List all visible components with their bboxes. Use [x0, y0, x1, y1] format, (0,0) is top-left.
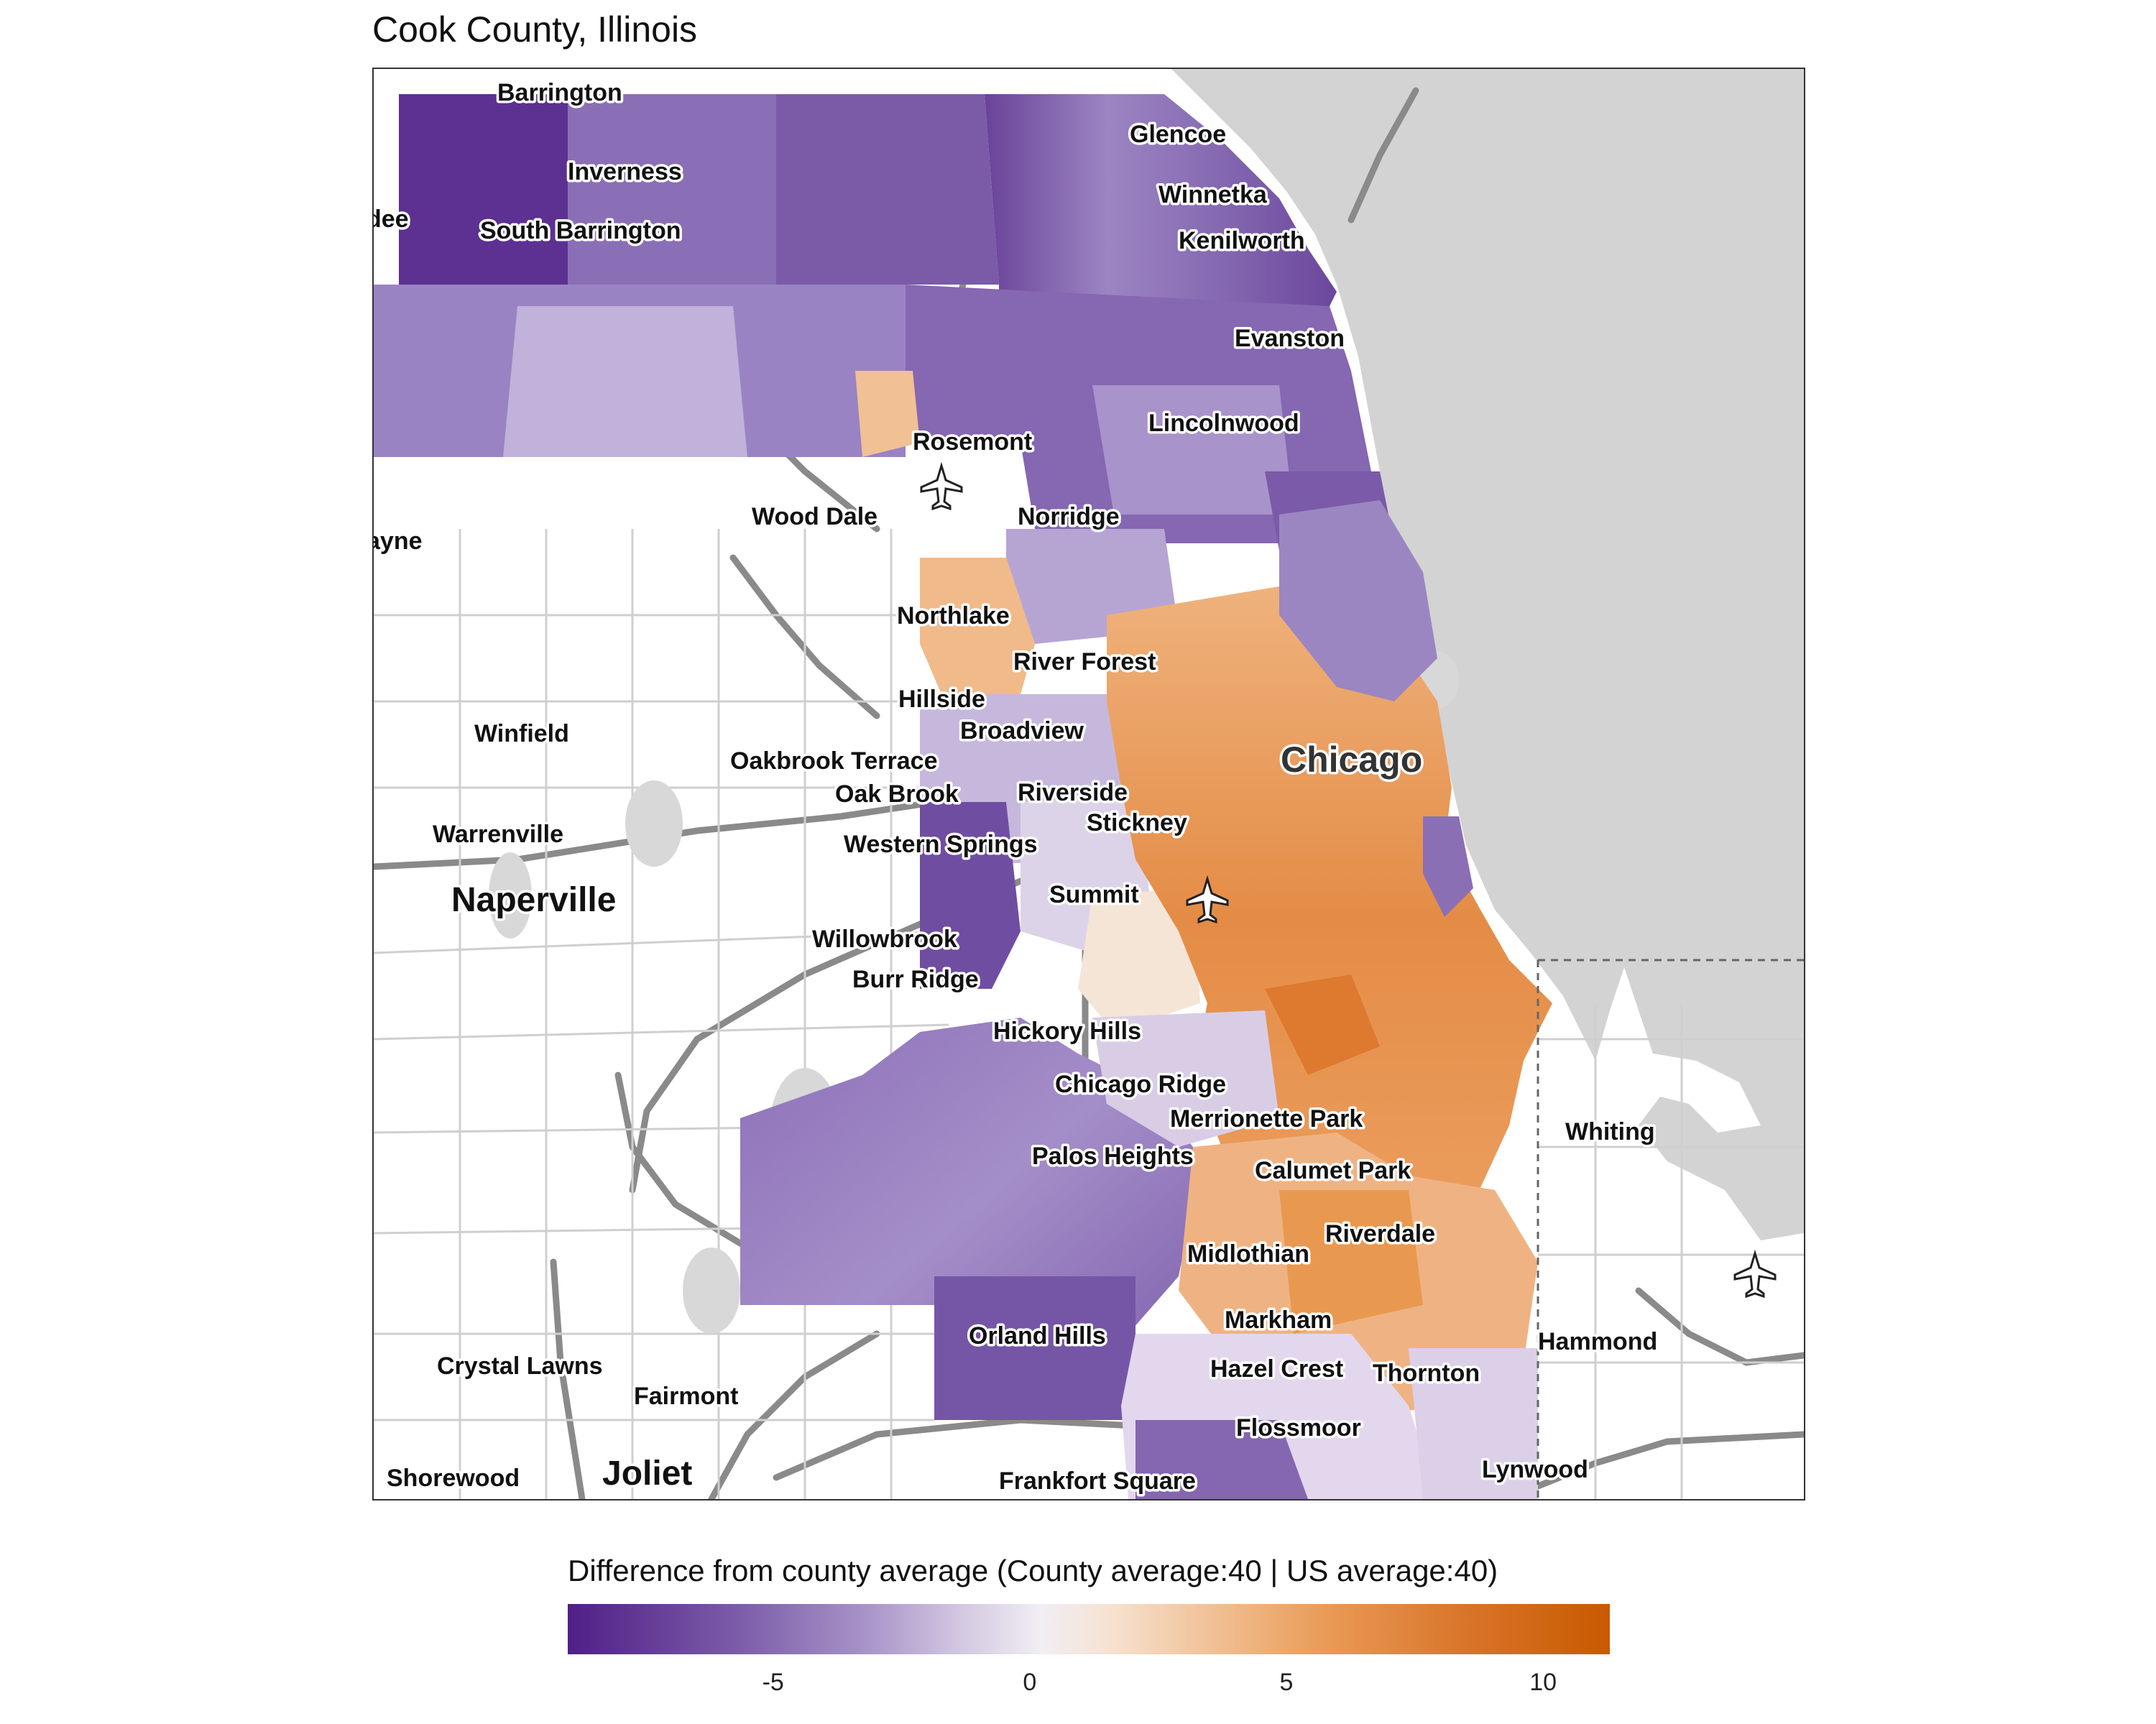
legend-tick-label: -5	[762, 1669, 784, 1696]
region-chicago-lakefront-south	[1423, 816, 1473, 917]
place-label: Palos Heights	[1032, 1143, 1194, 1170]
place-label: Oakbrook Terrace	[730, 747, 938, 775]
legend-tick-mark	[772, 1654, 774, 1663]
place-label: Thornton	[1373, 1360, 1480, 1387]
region-orland-purple	[934, 1276, 1135, 1420]
place-label: Western Springs	[844, 831, 1038, 858]
place-label: Merrionette Park	[1170, 1105, 1363, 1133]
region-ohare	[906, 443, 1035, 565]
airplane-icon	[1186, 875, 1229, 924]
region-stickney-light	[1078, 888, 1200, 1032]
region-lynwood-light	[1409, 1348, 1538, 1499]
place-label: Winnetka	[1158, 181, 1268, 208]
state-border	[1537, 959, 1804, 1499]
place-label: Chicago	[1281, 739, 1422, 780]
airplane-icon	[920, 461, 963, 511]
legend-tick-label: 0	[1023, 1669, 1037, 1696]
place-label: Hillside	[898, 686, 985, 713]
place-label: Norridge	[1018, 503, 1120, 530]
place-label: Willowbrook	[812, 926, 957, 953]
lake-shore-south	[1624, 967, 1804, 1240]
airplane-icon	[1733, 1249, 1777, 1299]
place-label: Evanston	[1235, 325, 1345, 352]
choropleth-map[interactable]: Barrington Glencoe Inverness Winnetka So…	[372, 68, 1805, 1501]
region-northwest	[399, 94, 568, 285]
place-label: Riverdale	[1325, 1220, 1435, 1248]
place-label: Kenilworth	[1179, 227, 1305, 254]
region-flossmoor-purple	[1135, 1420, 1308, 1499]
place-label: Hickory Hills	[993, 1018, 1141, 1045]
place-label: Riverside	[1018, 779, 1128, 806]
place-label: Glencoe	[1130, 121, 1226, 148]
place-label: Lincolnwood	[1148, 410, 1299, 437]
place-label: Stickney	[1087, 809, 1187, 836]
place-label: Hazel Crest	[1210, 1355, 1343, 1383]
place-label: River Forest	[1013, 648, 1156, 676]
place-label: South Barrington	[480, 217, 681, 244]
place-label: Northlake	[897, 602, 1010, 630]
legend-tick-mark	[1542, 1654, 1544, 1663]
color-scale-bar	[568, 1604, 1610, 1654]
region-hickory-light	[1092, 1010, 1279, 1147]
region-north-c	[985, 94, 1337, 306]
place-label: Barrington	[497, 79, 622, 106]
place-label: Joliet	[602, 1455, 692, 1493]
legend-title: Difference from county average (County a…	[568, 1554, 1498, 1587]
place-label: Midlothian	[1187, 1240, 1309, 1268]
place-label: Flossmoor	[1236, 1414, 1361, 1442]
place-label: dee	[374, 206, 409, 233]
place-label: Oak Brook	[835, 780, 959, 808]
place-label: Fairmont	[634, 1383, 738, 1410]
place-label: Winfield	[474, 720, 569, 747]
legend-tick-label: 5	[1279, 1669, 1294, 1696]
place-label: Inverness	[568, 158, 682, 185]
region-lincolnwood	[1092, 385, 1294, 515]
place-label: Wood Dale	[752, 503, 877, 530]
place-label: Frankfort Square	[999, 1467, 1196, 1495]
place-labels: Barrington Glencoe Inverness Winnetka So…	[374, 77, 1660, 1498]
place-label: Lynwood	[1482, 1456, 1588, 1483]
place-label: Broadview	[960, 717, 1084, 745]
minor-roads	[374, 529, 1804, 1499]
region-west-suburbs-orange	[920, 558, 1035, 694]
place-label: Naperville	[451, 881, 616, 919]
legend-tick-mark	[1028, 1654, 1031, 1663]
place-label: Rosemont	[913, 428, 1032, 456]
map-title: Cook County, Illinois	[372, 9, 698, 50]
region-north-b	[776, 94, 999, 285]
region-oak-brook-purple	[920, 802, 1021, 989]
lake-michigan	[1171, 69, 1804, 1061]
region-riverdale-orange	[1279, 1190, 1423, 1334]
legend-tick-mark	[1286, 1654, 1287, 1663]
place-label: Crystal Lawns	[437, 1352, 603, 1380]
region-rosemont-orange	[855, 371, 920, 457]
region-chicago-dark-orange	[1265, 974, 1380, 1075]
place-label: Markham	[1225, 1306, 1332, 1334]
place-label: Hammond	[1538, 1328, 1657, 1355]
region-suburb-light	[503, 306, 747, 457]
place-label: Whiting	[1565, 1118, 1655, 1146]
place-label: Chicago Ridge	[1055, 1071, 1226, 1098]
place-label: Summit	[1049, 881, 1139, 908]
place-label: Shorewood	[387, 1465, 520, 1492]
place-label: ayne	[374, 527, 423, 555]
legend-tick-label: 10	[1529, 1669, 1557, 1696]
region-chicago-north-lakefront	[1279, 500, 1437, 701]
region-north-a	[568, 94, 776, 285]
place-label: Orland Hills	[969, 1322, 1106, 1350]
place-label: Burr Ridge	[852, 966, 979, 993]
place-label: Warrenville	[433, 821, 563, 848]
place-label: Calumet Park	[1255, 1157, 1411, 1184]
